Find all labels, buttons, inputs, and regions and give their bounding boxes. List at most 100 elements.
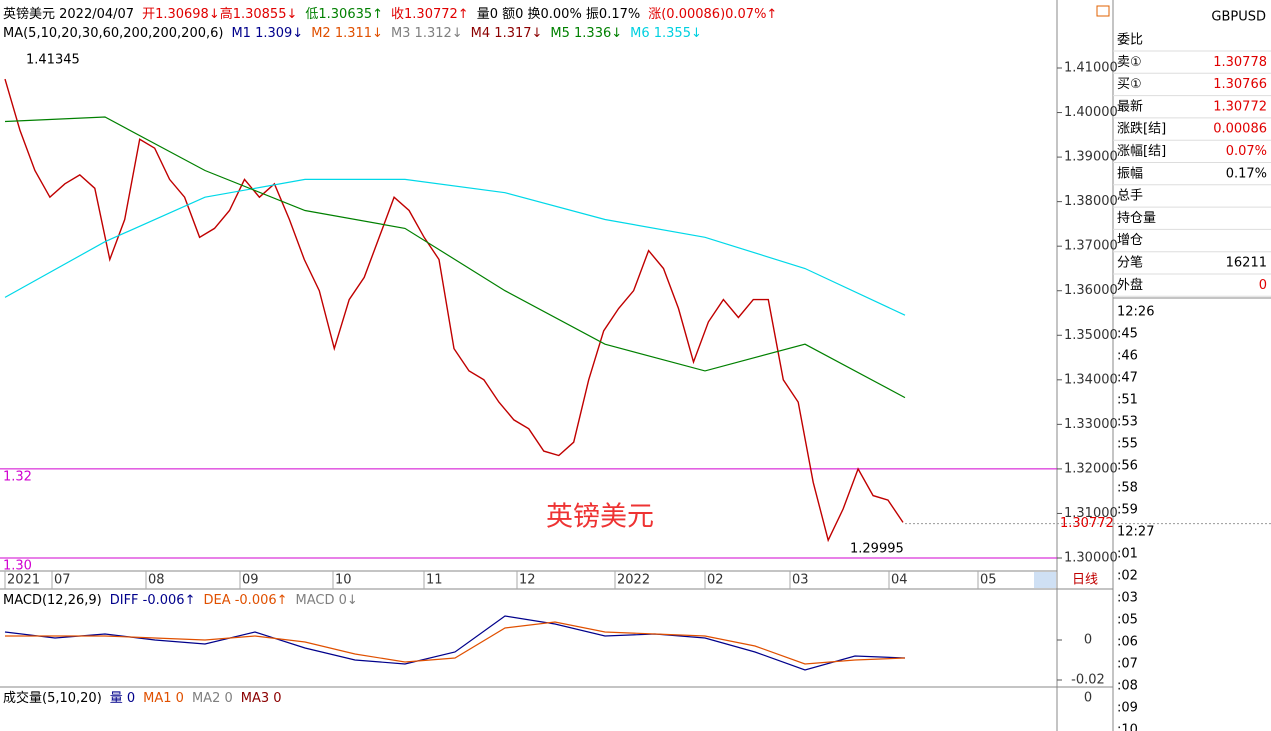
window-button[interactable] [1096, 5, 1110, 17]
tick-time: :02 [1117, 569, 1138, 584]
tick-time: :47 [1117, 371, 1138, 386]
row-value: 0 [1259, 278, 1267, 293]
tick-time: :45 [1117, 327, 1138, 342]
row-label: 持仓量 [1117, 211, 1156, 226]
tick-time: :53 [1117, 415, 1138, 430]
info-segment: 收1.30772↑ [391, 7, 469, 22]
y-tick-label: 1.36000 [1064, 283, 1118, 298]
y-tick-label: 1.31000 [1064, 506, 1118, 521]
series-line [4, 178, 906, 316]
tick-time: :01 [1117, 547, 1138, 562]
tick-time: :07 [1117, 657, 1138, 672]
tick-time: :03 [1117, 591, 1138, 606]
x-tick-label: 12 [519, 573, 536, 588]
info-line: 英镑美元 2022/04/07 开1.30698↓高1.30855↓ 低1.3063… [3, 6, 777, 22]
tick-time: :55 [1117, 437, 1138, 452]
info-segment: M6 1.355↓ [630, 26, 702, 41]
y-tick-label: 1.30000 [1064, 551, 1118, 566]
x-tick-label: 04 [891, 573, 908, 588]
tick-time: :59 [1117, 503, 1138, 518]
y-tick-label: 0 [1084, 633, 1092, 648]
info-segment: DEA -0.006↑ [203, 593, 287, 608]
x-tick-label: 08 [148, 573, 165, 588]
tick-time: :08 [1117, 679, 1138, 694]
y-tick-label: 1.33000 [1064, 417, 1118, 432]
watermark: 英镑美元 [546, 502, 654, 533]
tick-time: :09 [1117, 701, 1138, 716]
row-label: 最新 [1117, 98, 1143, 114]
scroll-box[interactable] [1034, 572, 1056, 588]
tick-time: :06 [1117, 635, 1138, 650]
tick-time: :51 [1117, 393, 1138, 408]
info-segment: M2 1.311↓ [311, 26, 383, 41]
info-line: MA(5,10,20,30,60,200,200,200,6) M1 1.309↓… [3, 26, 702, 41]
info-segment: 英镑美元 2022/04/07 [3, 6, 134, 22]
x-tick-label: 02 [707, 573, 724, 588]
tick-time: 12:26 [1117, 305, 1154, 320]
x-tick-label: 05 [980, 573, 997, 588]
row-label: 涨幅[结] [1117, 144, 1166, 159]
row-label: 增仓 [1117, 233, 1143, 248]
high-label: 1.41345 [26, 53, 80, 68]
info-segment: 量0 额0 换0.00% 振0.17% [477, 7, 641, 22]
row-label: 委比 [1117, 33, 1143, 48]
row-label: 分笔 [1117, 255, 1143, 271]
row-value: 1.30778 [1213, 55, 1267, 70]
info-segment: M5 1.336↓ [550, 26, 622, 41]
info-line: 成交量(5,10,20) 量 0 MA1 0 MA2 0 MA3 0 [3, 690, 282, 706]
series-line [4, 78, 904, 543]
row-value: 0.00086 [1213, 122, 1267, 137]
info-segment: MA2 0 [192, 691, 233, 706]
y-tick-label: 1.32000 [1064, 461, 1118, 476]
info-segment: 低1.30635↑ [305, 7, 383, 22]
series-line [5, 621, 906, 665]
tick-time: 12:27 [1117, 525, 1154, 540]
y-tick-label: 1.35000 [1064, 328, 1118, 343]
y-tick-label: 1.41000 [1064, 61, 1118, 76]
row-label: 涨跌[结] [1117, 121, 1166, 137]
info-segment: DIFF -0.006↑ [110, 593, 196, 608]
x-tick-label: 03 [792, 573, 809, 588]
x-tick-label: 10 [335, 573, 352, 588]
tick-time: :56 [1117, 459, 1138, 474]
row-label: 卖① [1117, 55, 1142, 70]
y-tick-label: 1.37000 [1064, 239, 1118, 254]
symbol: GBPUSD [1211, 10, 1266, 25]
info-segment: MACD 0↓ [296, 593, 358, 608]
row-value: 1.30772 [1213, 99, 1267, 114]
row-value: 0.17% [1226, 166, 1267, 181]
info-segment: M1 1.309↓ [231, 26, 303, 41]
row-label: 振幅 [1117, 166, 1143, 181]
row-label: 外盘 [1117, 277, 1143, 293]
info-segment: MACD(12,26,9) [3, 593, 102, 608]
info-segment: 涨(0.00086)0.07%↑ [648, 7, 777, 22]
row-label: 总手 [1117, 189, 1143, 204]
period-label[interactable]: 日线 [1072, 573, 1098, 588]
row-value: 16211 [1226, 256, 1267, 271]
y-tick-label: 1.34000 [1064, 372, 1118, 387]
level-label: 1.32 [3, 469, 32, 484]
level-label: 1.30 [3, 559, 32, 574]
info-segment: MA(5,10,20,30,60,200,200,200,6) [3, 26, 223, 41]
info-segment: MA3 0 [241, 691, 282, 706]
info-line: MACD(12,26,9) DIFF -0.006↑ DEA -0.006↑ MACD… [3, 593, 358, 608]
low-label: 1.29995 [850, 542, 904, 557]
series-line [4, 615, 906, 671]
y-tick-label: 1.39000 [1064, 150, 1118, 165]
y-tick-label: 1.38000 [1064, 194, 1118, 209]
row-label: 买① [1117, 77, 1142, 92]
info-segment: M4 1.317↓ [471, 26, 543, 41]
last-price-label: 1.30772 [1060, 516, 1114, 531]
y-tick-label: 1.40000 [1064, 105, 1118, 120]
info-segment: 成交量(5,10,20) [3, 690, 102, 706]
tick-time: :58 [1117, 481, 1138, 496]
x-tick-label: 11 [426, 573, 443, 588]
tick-time: :10 [1117, 723, 1138, 731]
info-segment: 开1.30698↓高1.30855↓ [142, 6, 297, 22]
info-segment: MA1 0 [143, 691, 184, 706]
y-tick-label: 0 [1084, 691, 1092, 706]
row-value: 1.30766 [1213, 77, 1267, 92]
series-line [4, 116, 906, 399]
